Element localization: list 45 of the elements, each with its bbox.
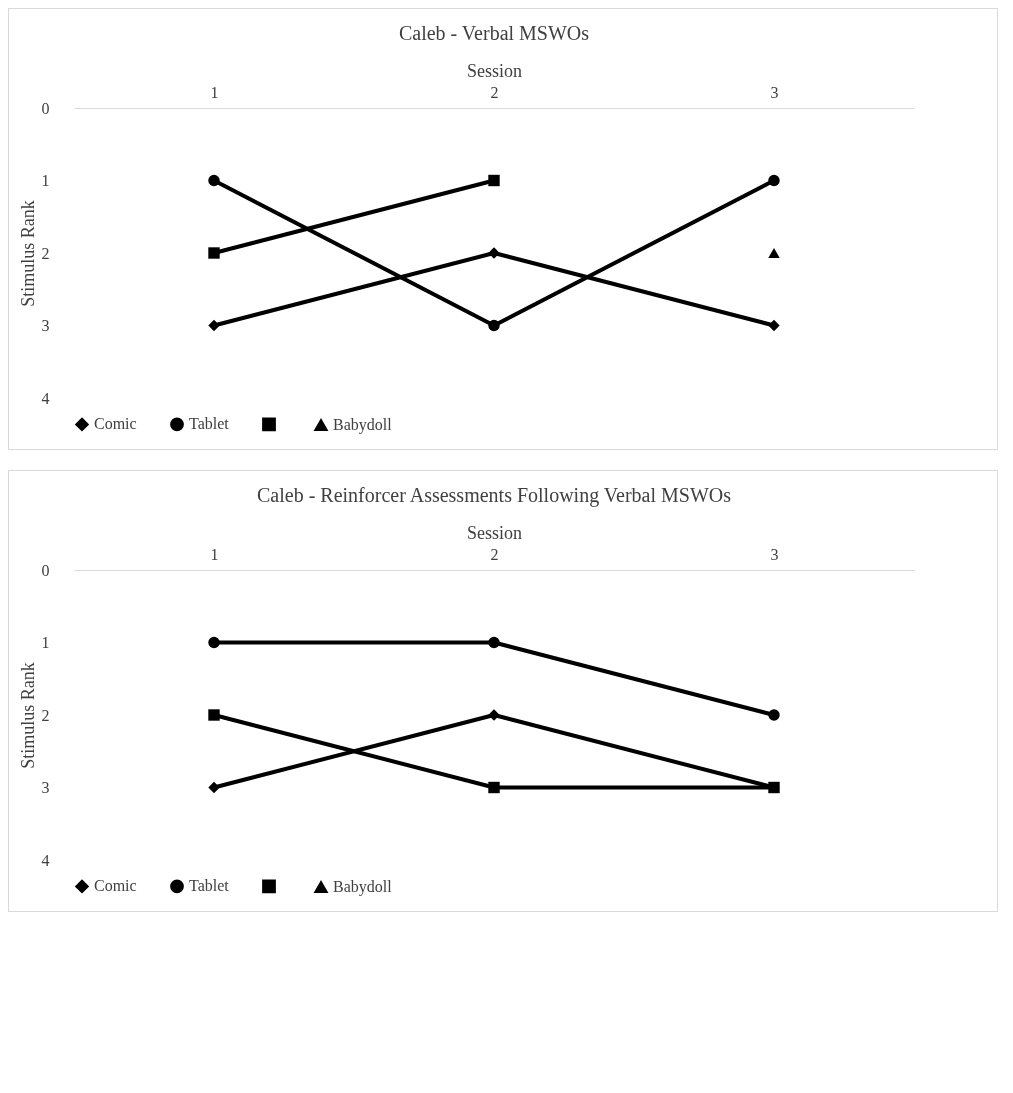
x-tick-label: 1 <box>210 83 219 101</box>
point <box>768 781 780 794</box>
point <box>208 319 220 332</box>
point <box>768 319 780 332</box>
legend-label: Babydoll <box>333 415 393 434</box>
point <box>488 174 500 187</box>
point <box>488 781 500 794</box>
point <box>208 636 220 649</box>
y-tick-label: 4 <box>41 851 50 869</box>
chart-title: Caleb - Reinforcer Assessments Following Verbal MSWOs <box>256 484 732 507</box>
point <box>768 709 780 721</box>
y-tick-label: 3 <box>41 317 50 334</box>
chart-title: Caleb - Verbal MSWOs <box>398 22 590 44</box>
point <box>208 247 220 259</box>
y-axis-title: Stimulus Rank <box>17 200 38 307</box>
point <box>488 247 500 259</box>
point <box>768 248 780 258</box>
y-tick-label: 1 <box>41 634 50 651</box>
y-tick-label: 4 <box>41 389 50 407</box>
x-tick-label: 2 <box>490 83 499 101</box>
x-tick-label: 3 <box>770 545 779 563</box>
point <box>488 319 500 332</box>
legend-label: Tablet <box>189 415 230 433</box>
point <box>208 174 220 187</box>
legend-label: Comic <box>94 415 137 433</box>
x-tick-label: 3 <box>770 83 779 101</box>
y-tick-label: 2 <box>41 706 50 724</box>
x-tick-label: 2 <box>490 545 499 563</box>
legend-label: Babydoll <box>333 877 393 896</box>
legend-label: Comic <box>94 877 137 895</box>
point <box>208 781 220 794</box>
y-tick-label: 3 <box>41 779 50 796</box>
y-tick-label: 0 <box>41 561 50 579</box>
x-tick-label: 1 <box>210 545 219 563</box>
x-axis-title: Session <box>466 522 523 543</box>
x-axis-title: Session <box>466 60 523 81</box>
point <box>768 174 780 187</box>
y-tick-label: 2 <box>41 244 50 262</box>
y-axis-title: Stimulus Rank <box>17 662 38 769</box>
point <box>488 709 500 721</box>
legend-label: Tablet <box>189 877 230 895</box>
point <box>208 709 220 721</box>
y-tick-label: 1 <box>41 172 50 189</box>
y-tick-label: 0 <box>41 99 50 117</box>
point <box>488 636 500 649</box>
